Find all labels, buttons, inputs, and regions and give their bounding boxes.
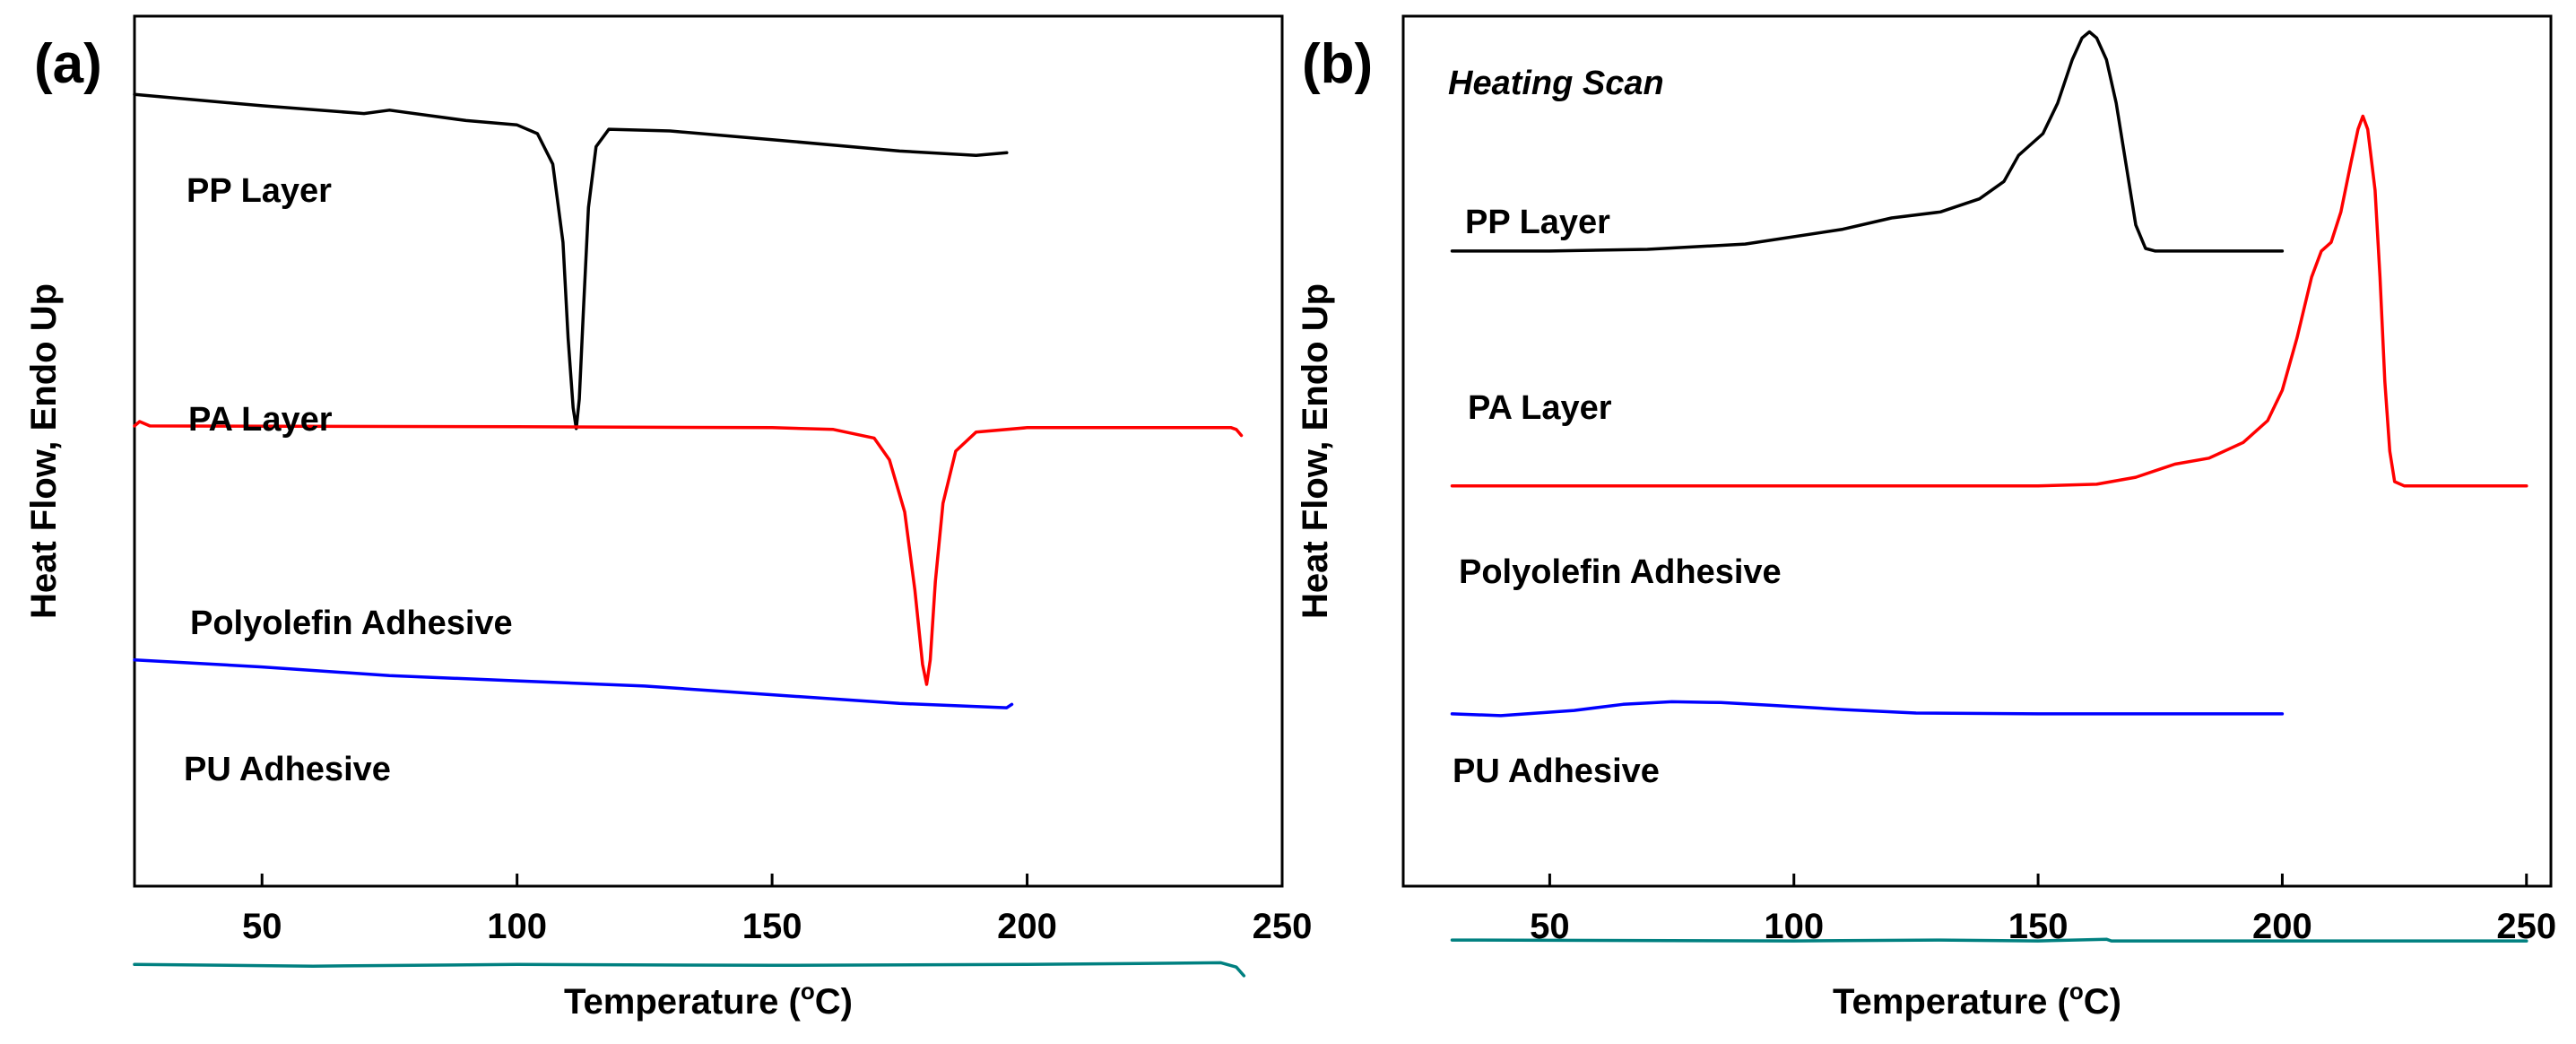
panel-a-plot-frame <box>133 14 1284 888</box>
panel-b-y-axis-label: Heat Flow, Endo Up <box>1296 283 1335 619</box>
panel-b-x-axis-label: Temperature (oC) <box>1833 978 2121 1022</box>
panel-a-curve-polyolefin-adhesive <box>133 658 1014 709</box>
panel-a-label-polyolefin-adhesive: Polyolefin Adhesive <box>190 605 513 642</box>
panel-b-label: (b) <box>1302 33 1373 95</box>
panel-a-x-tick-label-100: 100 <box>487 907 547 946</box>
panel-a-x-axis-label: Temperature (oC) <box>564 978 853 1022</box>
panel-a-label-pa-layer: PA Layer <box>188 401 333 439</box>
panel-b-curve-pp-layer <box>1450 30 2285 253</box>
panel-a-label: (a) <box>34 33 102 95</box>
panel-a-x-tick-label-250: 250 <box>1253 907 1313 946</box>
panel-a-curve-pu-adhesive <box>133 961 1246 978</box>
panel-b: (b) Heating Scan 50 100 150 200 250 Heat Flo… <box>1296 14 2556 1022</box>
panel-b-curve-polyolefin-adhesive <box>1450 700 2285 718</box>
panel-b-annotation-heating-scan: Heating Scan <box>1448 65 1664 102</box>
panel-b-curve-pu-adhesive <box>1450 937 2528 943</box>
panel-b-x-axis: 50 100 150 200 250 <box>1530 874 2556 946</box>
panel-a-label-pp-layer: PP Layer <box>186 172 332 210</box>
panel-a-y-axis-label: Heat Flow, Endo Up <box>24 283 64 619</box>
panel-a-x-tick-label-150: 150 <box>742 907 802 946</box>
panel-b-label-polyolefin-adhesive: Polyolefin Adhesive <box>1459 553 1782 591</box>
panel-b-label-pa-layer: PA Layer <box>1468 389 1612 427</box>
panel-a-curve-pp-layer <box>133 92 1009 431</box>
panel-a-label-pu-adhesive: PU Adhesive <box>184 751 391 788</box>
panel-b-curve-pa-layer <box>1450 114 2528 488</box>
panel-a-x-tick-label-200: 200 <box>997 907 1057 946</box>
panel-b-label-pp-layer: PP Layer <box>1465 204 1610 241</box>
panel-b-label-pu-adhesive: PU Adhesive <box>1453 753 1660 790</box>
panel-a-x-axis: 50 100 150 200 250 <box>242 874 1312 946</box>
panel-a-curve-pa-layer <box>133 420 1244 686</box>
panel-b-curves <box>1450 30 2528 943</box>
panel-b-plot-frame <box>1401 14 2553 888</box>
panel-a-curves <box>133 92 1246 978</box>
panel-a: (a) 50 100 150 200 250 Heat Flow, Endo Up Te… <box>24 14 1312 1022</box>
panel-a-x-tick-label-50: 50 <box>242 907 282 946</box>
